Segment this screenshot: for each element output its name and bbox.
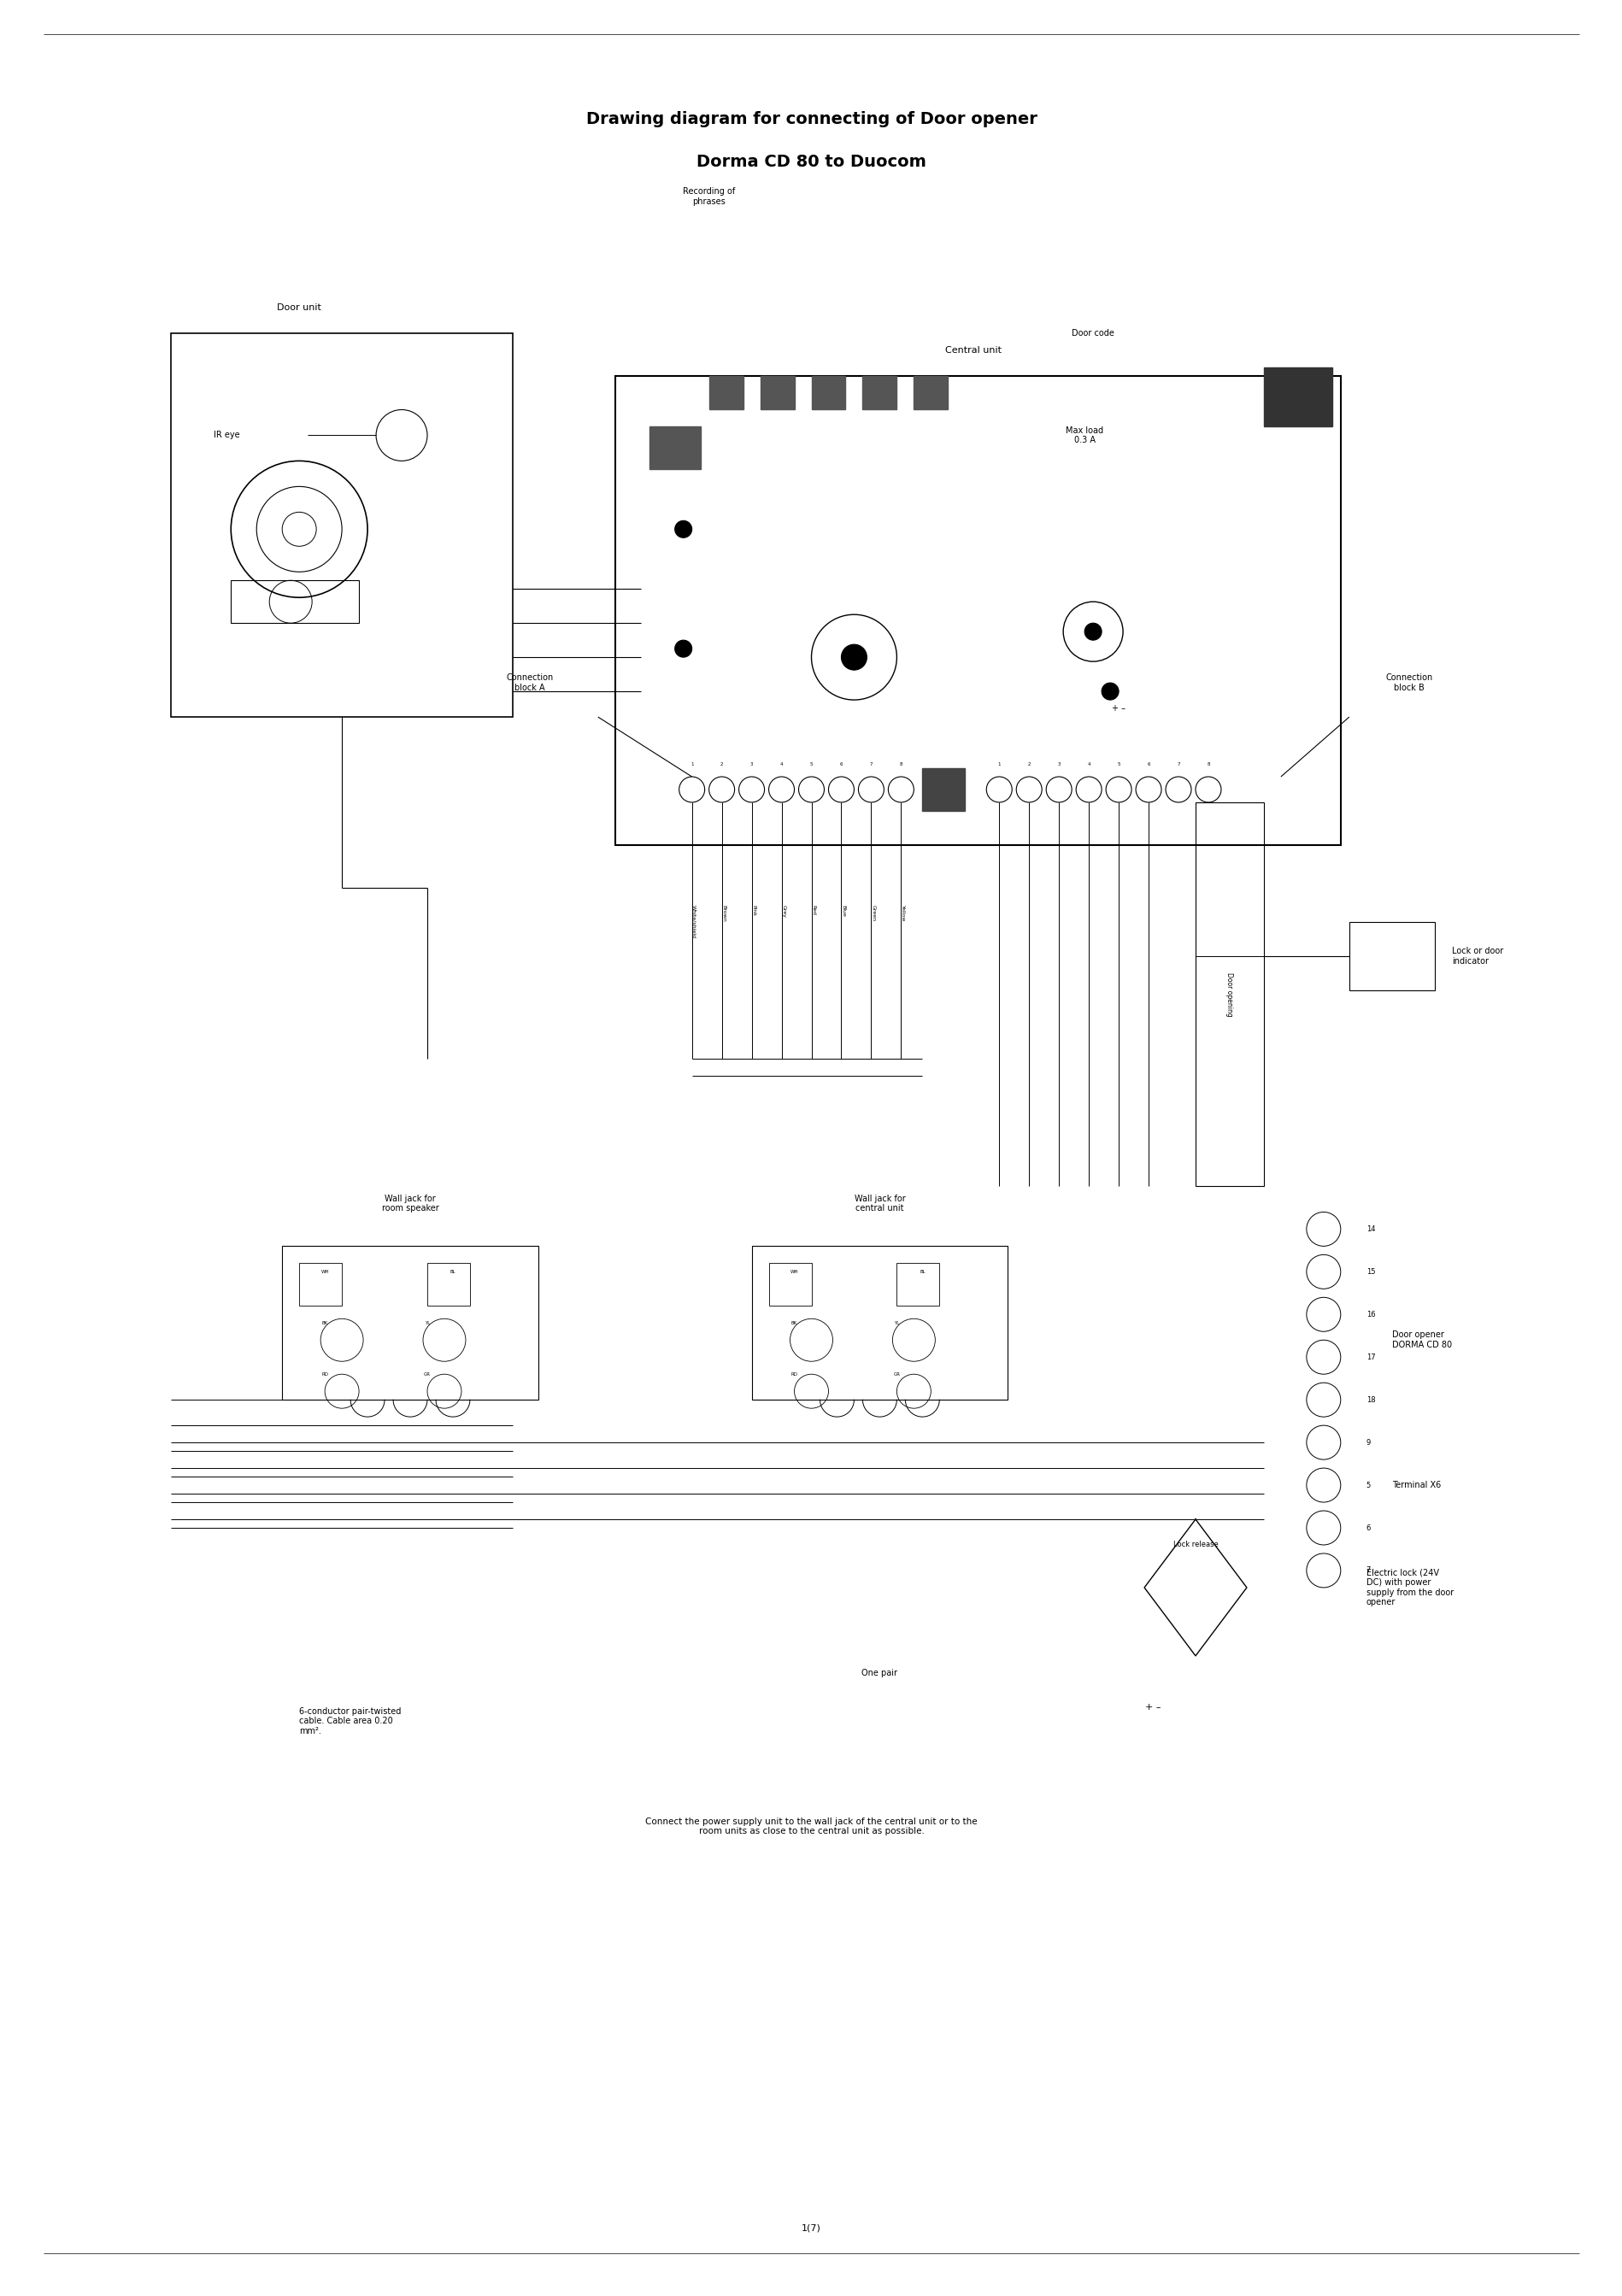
Bar bbox=[615, 377, 1340, 845]
Text: 1: 1 bbox=[689, 762, 693, 767]
Bar bbox=[897, 1263, 939, 1306]
Bar bbox=[863, 377, 897, 409]
Text: 17: 17 bbox=[1366, 1352, 1374, 1362]
Text: 7: 7 bbox=[1366, 1566, 1371, 1575]
Bar bbox=[751, 1247, 1007, 1401]
Text: Pink: Pink bbox=[751, 905, 756, 916]
Text: Door opening: Door opening bbox=[1225, 971, 1233, 1017]
Circle shape bbox=[840, 645, 866, 670]
Text: Connection
block A: Connection block A bbox=[506, 673, 553, 691]
Text: WH: WH bbox=[790, 1270, 798, 1274]
Text: 6: 6 bbox=[839, 762, 842, 767]
Text: 6: 6 bbox=[1366, 1525, 1371, 1531]
Text: 18: 18 bbox=[1366, 1396, 1374, 1403]
Bar bbox=[811, 377, 845, 409]
Text: Terminal X6: Terminal X6 bbox=[1392, 1481, 1440, 1490]
Text: Connect the power supply unit to the wall jack of the central unit or to the
roo: Connect the power supply unit to the wal… bbox=[646, 1818, 976, 1837]
Text: 3: 3 bbox=[1058, 762, 1059, 767]
Text: Grey: Grey bbox=[782, 905, 785, 918]
Bar bbox=[1264, 367, 1332, 427]
Text: 8: 8 bbox=[1207, 762, 1210, 767]
Text: + –: + – bbox=[1111, 705, 1126, 712]
Bar bbox=[427, 1263, 470, 1306]
Text: GR: GR bbox=[423, 1373, 430, 1375]
Text: RD: RD bbox=[790, 1373, 798, 1375]
Text: BL: BL bbox=[449, 1270, 456, 1274]
Text: 2: 2 bbox=[1027, 762, 1030, 767]
Text: 1: 1 bbox=[998, 762, 1001, 767]
Text: RD: RD bbox=[321, 1373, 328, 1375]
Text: One pair: One pair bbox=[861, 1669, 897, 1676]
Bar bbox=[230, 581, 358, 622]
Text: 15: 15 bbox=[1366, 1267, 1374, 1277]
Bar bbox=[649, 427, 701, 468]
Bar bbox=[769, 1263, 811, 1306]
Text: 1(7): 1(7) bbox=[801, 2223, 821, 2232]
Circle shape bbox=[675, 521, 691, 537]
Text: Central unit: Central unit bbox=[946, 347, 1001, 354]
Bar bbox=[759, 377, 793, 409]
Text: IR eye: IR eye bbox=[214, 432, 240, 439]
Text: Wall jack for
room speaker: Wall jack for room speaker bbox=[381, 1194, 438, 1212]
Text: Yellow: Yellow bbox=[900, 905, 905, 921]
Text: 9: 9 bbox=[1366, 1440, 1371, 1446]
Text: 2: 2 bbox=[720, 762, 723, 767]
Text: Electric lock (24V
DC) with power
supply from the door
opener: Electric lock (24V DC) with power supply… bbox=[1366, 1568, 1453, 1607]
Text: 7: 7 bbox=[1176, 762, 1179, 767]
Circle shape bbox=[1101, 682, 1118, 700]
Bar bbox=[282, 1247, 539, 1401]
Bar bbox=[709, 377, 743, 409]
Text: 4: 4 bbox=[780, 762, 783, 767]
Bar bbox=[921, 769, 965, 810]
Text: Max load
0.3 A: Max load 0.3 A bbox=[1066, 427, 1103, 445]
Bar bbox=[1348, 921, 1434, 990]
Text: Blue: Blue bbox=[840, 905, 845, 916]
Text: 16: 16 bbox=[1366, 1311, 1374, 1318]
Circle shape bbox=[1083, 622, 1101, 641]
Bar bbox=[170, 333, 513, 716]
Text: + –: + – bbox=[1145, 1704, 1160, 1711]
Text: BK: BK bbox=[321, 1320, 328, 1325]
Text: Door unit: Door unit bbox=[277, 303, 321, 312]
Text: 7: 7 bbox=[869, 762, 873, 767]
Text: Green: Green bbox=[871, 905, 874, 921]
Text: BL: BL bbox=[920, 1270, 925, 1274]
Text: GR: GR bbox=[892, 1373, 900, 1375]
Text: WH: WH bbox=[321, 1270, 329, 1274]
Text: Red: Red bbox=[811, 905, 816, 914]
Text: YL: YL bbox=[894, 1320, 899, 1325]
Text: 5: 5 bbox=[1116, 762, 1119, 767]
Text: 6: 6 bbox=[1147, 762, 1150, 767]
Bar bbox=[298, 1263, 342, 1306]
Text: YL: YL bbox=[425, 1320, 430, 1325]
Bar bbox=[913, 377, 947, 409]
Text: Drawing diagram for connecting of Door opener: Drawing diagram for connecting of Door o… bbox=[586, 113, 1036, 129]
Text: 5: 5 bbox=[1366, 1481, 1371, 1490]
Circle shape bbox=[675, 641, 691, 657]
Text: Dorma CD 80 to Duocom: Dorma CD 80 to Duocom bbox=[696, 154, 926, 170]
Text: Wall jack for
central unit: Wall jack for central unit bbox=[853, 1194, 905, 1212]
Text: Lock or door
indicator: Lock or door indicator bbox=[1452, 946, 1502, 964]
Text: Connection
block B: Connection block B bbox=[1385, 673, 1432, 691]
Text: BK: BK bbox=[792, 1320, 796, 1325]
Text: Door code: Door code bbox=[1071, 328, 1114, 338]
Text: 3: 3 bbox=[749, 762, 753, 767]
Text: Brown: Brown bbox=[722, 905, 725, 921]
Text: 14: 14 bbox=[1366, 1226, 1374, 1233]
Text: 5: 5 bbox=[809, 762, 813, 767]
Text: Door opener
DORMA CD 80: Door opener DORMA CD 80 bbox=[1392, 1332, 1452, 1350]
Text: Recording of
phrases: Recording of phrases bbox=[683, 186, 735, 207]
Text: Lock release: Lock release bbox=[1173, 1541, 1218, 1550]
Bar bbox=[1195, 801, 1264, 1187]
Text: 8: 8 bbox=[899, 762, 902, 767]
Text: 4: 4 bbox=[1087, 762, 1090, 767]
Text: 6-conductor pair-twisted
cable. Cable area 0.20
mm².: 6-conductor pair-twisted cable. Cable ar… bbox=[298, 1706, 401, 1736]
Text: White/shield: White/shield bbox=[691, 905, 696, 939]
